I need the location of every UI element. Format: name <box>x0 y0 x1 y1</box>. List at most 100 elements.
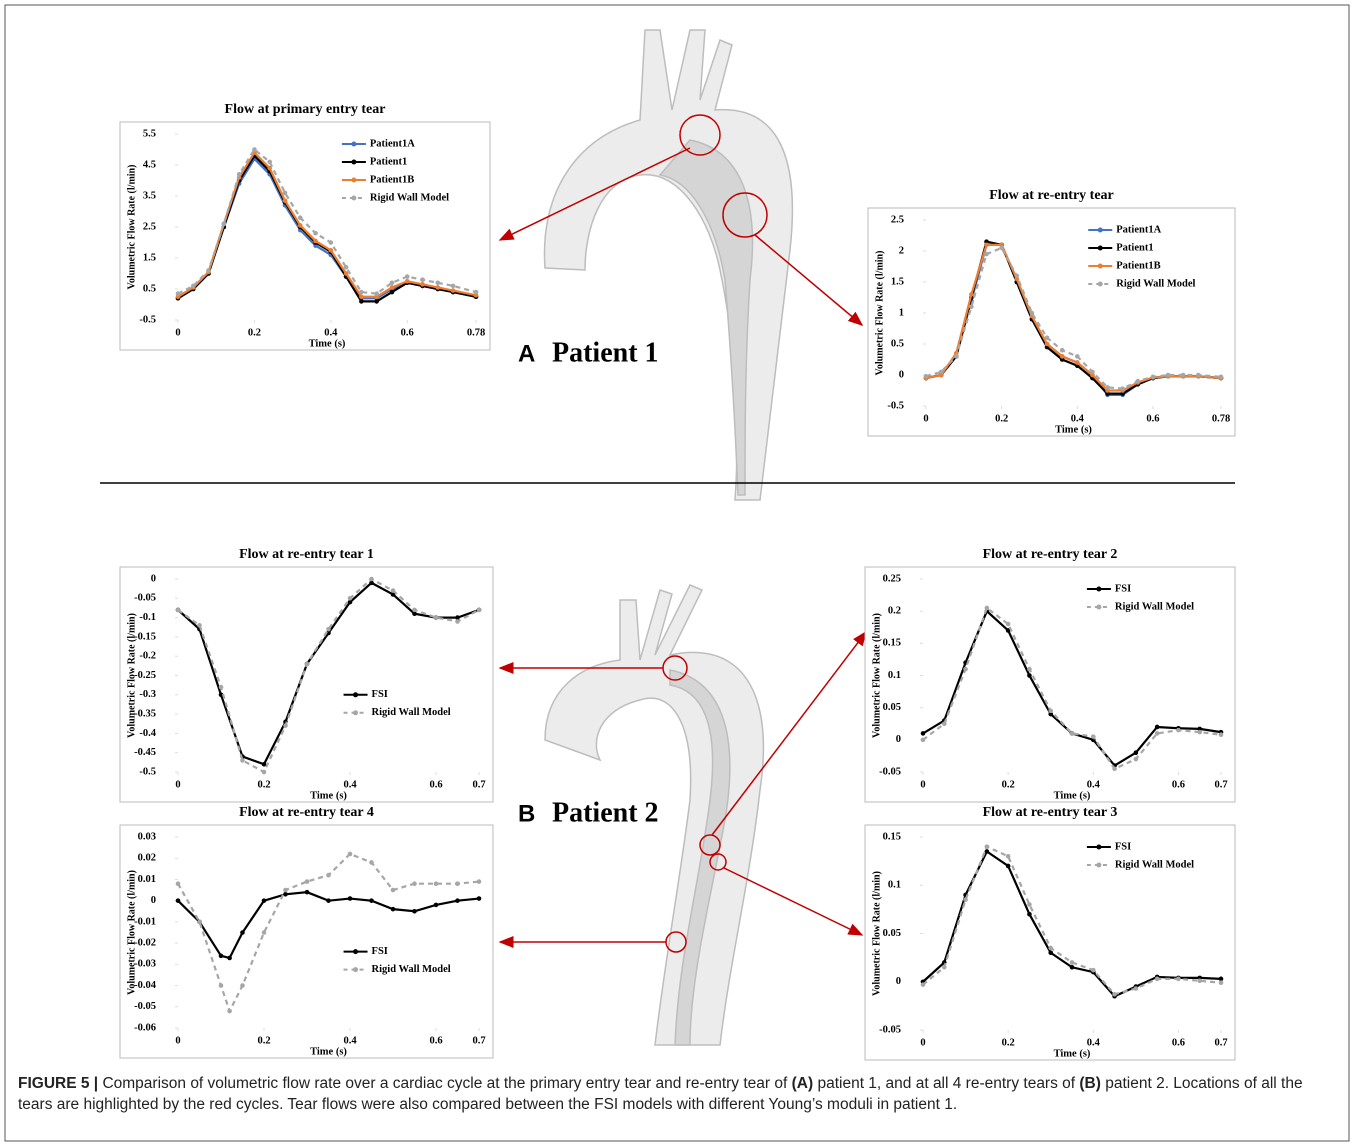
point <box>175 607 181 613</box>
point <box>218 692 224 698</box>
x-axis-label: Time (s) <box>309 338 346 349</box>
point <box>347 596 353 601</box>
point <box>1029 310 1035 316</box>
legend-label: Rigid Wall Model <box>370 192 449 203</box>
chart-title: Flow at primary entry tear <box>225 102 386 117</box>
panel-label: Patient 2 <box>552 797 659 828</box>
point <box>938 369 944 375</box>
point <box>1027 911 1032 917</box>
point <box>1218 980 1224 986</box>
x-tick-label: 0.6 <box>429 779 442 790</box>
point <box>206 268 211 273</box>
point <box>297 223 303 228</box>
point <box>1154 976 1160 982</box>
point <box>326 872 331 878</box>
caption-ref: (B) <box>1079 1075 1101 1092</box>
point <box>1112 766 1117 772</box>
chart-title: Flow at re-entry tear 4 <box>239 805 374 820</box>
x-tick-label: 0.4 <box>1087 1037 1101 1048</box>
legend-label: FSI <box>1115 583 1131 594</box>
point <box>1197 978 1203 984</box>
aorta-patient2 <box>544 584 765 1046</box>
point <box>240 758 245 763</box>
x-tick-label: 0.2 <box>248 327 261 338</box>
point <box>404 274 410 279</box>
point <box>1154 731 1160 736</box>
legend-marker <box>1096 862 1102 868</box>
legend-label: Rigid Wall Model <box>372 964 451 975</box>
panel-letter: A <box>518 340 535 367</box>
point <box>261 769 267 775</box>
y-tick-label: -0.05 <box>134 593 156 604</box>
caption-text: Comparison of volumetric flow rate over … <box>98 1075 792 1092</box>
point <box>390 588 396 593</box>
point <box>476 896 482 901</box>
y-tick-label: 0.01 <box>138 874 156 885</box>
point <box>1059 354 1065 359</box>
y-tick-label: 0.05 <box>883 928 901 939</box>
point <box>1059 347 1065 353</box>
point <box>261 898 267 903</box>
y-tick-label: 4.5 <box>143 159 156 170</box>
point <box>343 271 349 276</box>
point <box>282 190 288 196</box>
legend-label: FSI <box>372 689 388 700</box>
point <box>1014 273 1020 279</box>
point <box>1218 374 1224 380</box>
y-tick-label: -0.1 <box>139 612 156 623</box>
x-tick-label: 0.6 <box>1146 413 1159 424</box>
point <box>450 288 456 293</box>
y-tick-label: 0.03 <box>138 831 156 842</box>
arrow <box>498 147 691 241</box>
point <box>412 881 417 886</box>
point <box>1027 902 1032 907</box>
point <box>1135 378 1141 384</box>
caption-text: patient 1, and at all 4 re-entry tears o… <box>813 1075 1080 1092</box>
tear-marker <box>722 192 768 238</box>
point <box>369 576 374 582</box>
y-tick-label: 0 <box>896 734 901 745</box>
point <box>175 881 181 886</box>
y-tick-label: 0.15 <box>883 831 901 842</box>
point <box>252 147 257 152</box>
point <box>282 198 288 203</box>
chart-title: Flow at re-entry tear 3 <box>983 805 1118 820</box>
point <box>920 731 926 736</box>
point <box>450 283 456 289</box>
point <box>221 221 227 227</box>
point <box>389 289 395 295</box>
point <box>963 666 968 672</box>
point <box>920 737 926 743</box>
y-tick-label: -0.35 <box>134 709 156 720</box>
point <box>240 983 245 988</box>
point <box>1048 711 1054 717</box>
y-axis-label: Volumetric Flow Rate (l/min) <box>126 165 137 290</box>
point <box>433 881 439 886</box>
point <box>267 165 272 171</box>
point <box>1048 945 1054 951</box>
point <box>1133 756 1139 762</box>
point <box>1165 372 1171 378</box>
point <box>420 277 425 283</box>
x-tick-label: 0.78 <box>467 327 485 338</box>
point <box>369 580 374 586</box>
legend-label: Rigid Wall Model <box>1115 601 1194 612</box>
y-tick-label: 0.05 <box>883 702 901 713</box>
x-tick-label: 0.78 <box>1212 413 1230 424</box>
y-tick-label: -0.4 <box>139 728 156 739</box>
point <box>261 761 267 767</box>
point <box>343 265 349 270</box>
point <box>1027 666 1032 672</box>
point <box>473 289 479 295</box>
point <box>969 304 974 310</box>
point <box>412 908 417 914</box>
point <box>1150 374 1156 380</box>
point <box>1176 976 1181 982</box>
point <box>1218 976 1224 982</box>
chart-title: Flow at re-entry tear 2 <box>983 547 1118 562</box>
point <box>476 879 482 884</box>
y-tick-label: -0.04 <box>134 980 157 991</box>
y-tick-label: -0.06 <box>134 1022 156 1033</box>
y-tick-label: 2.5 <box>891 214 904 225</box>
point <box>1090 734 1096 739</box>
